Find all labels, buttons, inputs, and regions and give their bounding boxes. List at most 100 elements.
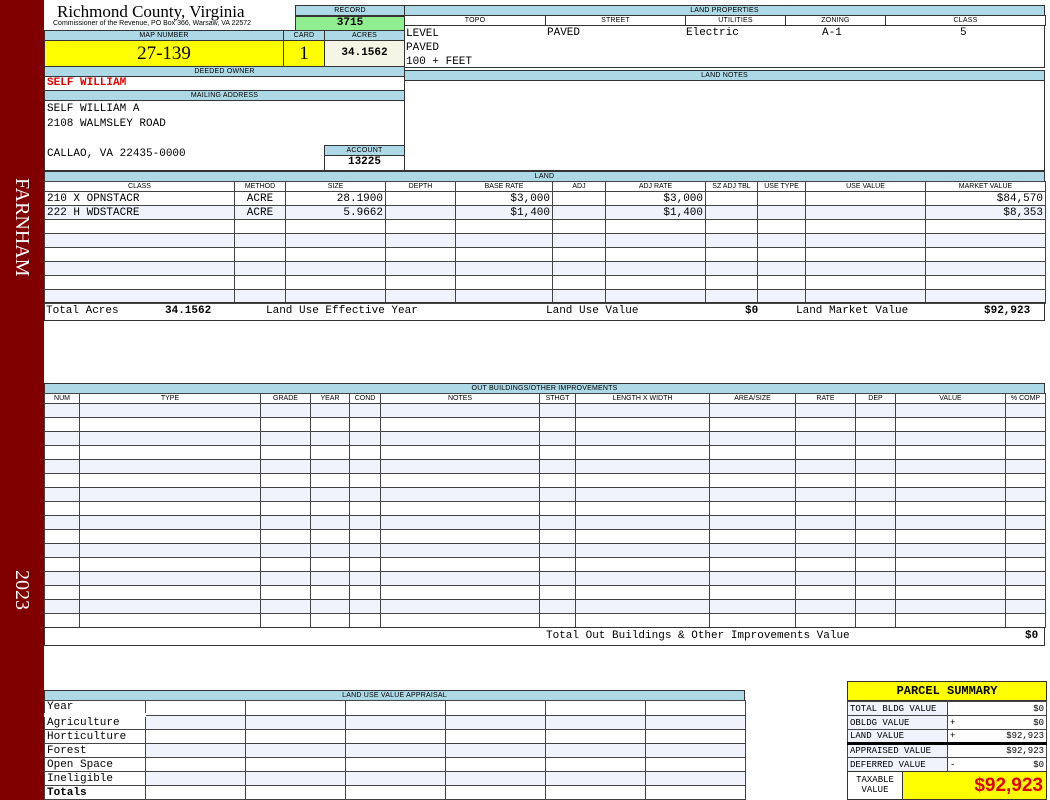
outbuilding-cell bbox=[575, 403, 710, 418]
land-use-cell bbox=[545, 785, 646, 800]
total-acres: 34.1562 bbox=[165, 305, 212, 317]
column-header: RATE bbox=[795, 393, 856, 404]
land-cell bbox=[705, 275, 758, 290]
district-sidebar bbox=[0, 0, 44, 800]
outbuilding-cell bbox=[575, 473, 710, 488]
land-cell bbox=[552, 289, 606, 304]
land-cell bbox=[552, 261, 606, 276]
summary-value: $0 bbox=[961, 701, 1047, 716]
land-use-label: Agriculture bbox=[44, 714, 146, 730]
outbuilding-cell bbox=[709, 557, 796, 572]
land-cell bbox=[757, 205, 806, 220]
topo-value: PAVED bbox=[406, 42, 440, 54]
outbuilding-cell bbox=[310, 571, 350, 586]
land-cell bbox=[552, 247, 606, 262]
land-cell bbox=[552, 275, 606, 290]
land-cell: $3,000 bbox=[455, 191, 553, 206]
outbuilding-cell bbox=[855, 445, 896, 460]
outbuilding-cell bbox=[380, 515, 540, 530]
outbuilding-cell bbox=[349, 571, 381, 586]
outbuilding-cell bbox=[575, 501, 710, 516]
land-use-cell bbox=[345, 729, 446, 744]
column-header: AREA/SIZE bbox=[709, 393, 796, 404]
outbuilding-cell bbox=[349, 431, 381, 446]
land-cell bbox=[285, 261, 386, 276]
outbuilding-row bbox=[44, 459, 1046, 474]
outbuilding-cell bbox=[575, 599, 710, 614]
land-use-cell bbox=[245, 714, 346, 730]
outbuilding-cell bbox=[380, 557, 540, 572]
outbuilding-cell bbox=[795, 403, 856, 418]
outbuilding-cell bbox=[795, 571, 856, 586]
outbuilding-cell bbox=[539, 487, 576, 502]
land-use-cell bbox=[345, 700, 446, 716]
outbuilding-cell bbox=[79, 459, 261, 474]
outbuilding-cell bbox=[795, 515, 856, 530]
outbuilding-cell bbox=[260, 501, 311, 516]
outbuilding-cell bbox=[895, 613, 1006, 628]
outbuilding-cell bbox=[575, 417, 710, 432]
summary-row: LAND VALUE + $92,923 bbox=[847, 729, 1047, 744]
outbuilding-cell bbox=[380, 571, 540, 586]
land-use-value-label: Land Use Value bbox=[546, 305, 639, 317]
outbuilding-cell bbox=[310, 417, 350, 432]
outbuilding-cell bbox=[310, 515, 350, 530]
land-use-cell bbox=[245, 785, 346, 800]
land-use-cell bbox=[345, 785, 446, 800]
land-cell bbox=[925, 275, 1046, 290]
outbuilding-cell bbox=[895, 529, 1006, 544]
outbuilding-row bbox=[44, 585, 1046, 600]
outbuilding-cell bbox=[349, 417, 381, 432]
land-cell bbox=[455, 233, 553, 248]
outbuilding-cell bbox=[380, 613, 540, 628]
summary-row: TOTAL BLDG VALUE $0 bbox=[847, 701, 1047, 716]
county-subtitle: Commissioner of the Revenue, PO Box 366,… bbox=[53, 20, 252, 27]
outbuilding-cell bbox=[79, 613, 261, 628]
outbuilding-cell bbox=[709, 501, 796, 516]
summary-value: $0 bbox=[961, 757, 1047, 772]
outbuilding-cell bbox=[310, 599, 350, 614]
outbuilding-cell bbox=[895, 431, 1006, 446]
outbuilding-cell bbox=[260, 473, 311, 488]
column-header: NUM bbox=[44, 393, 80, 404]
land-market-value: $92,923 bbox=[984, 305, 1031, 317]
outbuilding-cell bbox=[795, 543, 856, 558]
land-notes-box bbox=[404, 80, 1045, 171]
outbuilding-row bbox=[44, 613, 1046, 628]
outbuilding-cell bbox=[349, 501, 381, 516]
outbuilding-cell bbox=[79, 585, 261, 600]
outbuilding-cell bbox=[539, 431, 576, 446]
outbuilding-cell bbox=[79, 431, 261, 446]
outbuilding-cell bbox=[855, 599, 896, 614]
land-cell bbox=[757, 191, 806, 206]
summary-operator: + bbox=[947, 729, 962, 744]
outbuilding-cell bbox=[709, 585, 796, 600]
summary-label: DEFERRED VALUE bbox=[847, 757, 948, 772]
outbuilding-cell bbox=[795, 529, 856, 544]
outbuilding-cell bbox=[310, 529, 350, 544]
land-use-row: Open Space bbox=[44, 757, 746, 772]
outbuilding-cell bbox=[709, 487, 796, 502]
outbuilding-cell bbox=[260, 599, 311, 614]
land-use-row: Ineligible bbox=[44, 771, 746, 786]
summary-operator bbox=[947, 701, 962, 716]
record-value: 3715 bbox=[295, 16, 405, 31]
land-use-cell bbox=[545, 700, 646, 716]
empty-land-row bbox=[44, 261, 1046, 276]
land-cell bbox=[385, 247, 456, 262]
outbuilding-cell bbox=[44, 571, 80, 586]
outbuilding-cell bbox=[795, 613, 856, 628]
outbuilding-cell bbox=[895, 599, 1006, 614]
land-cell: 210 X OPNSTACR bbox=[44, 191, 235, 206]
outbuilding-cell bbox=[1005, 571, 1046, 586]
outbuilding-cell bbox=[349, 585, 381, 600]
outbuilding-cell bbox=[855, 417, 896, 432]
outbuilding-cell bbox=[895, 571, 1006, 586]
land-cell bbox=[285, 219, 386, 234]
outbuilding-cell bbox=[795, 599, 856, 614]
land-cell bbox=[805, 247, 926, 262]
outbuilding-cell bbox=[895, 459, 1006, 474]
outbuilding-cell bbox=[260, 445, 311, 460]
land-cell bbox=[925, 289, 1046, 304]
outbuilding-cell bbox=[575, 557, 710, 572]
